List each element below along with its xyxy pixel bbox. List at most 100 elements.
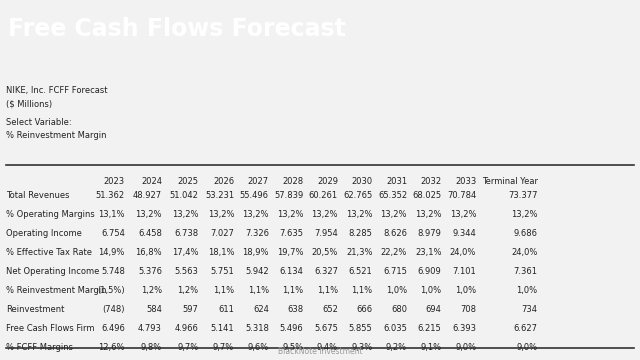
Text: % Effective Tax Rate: % Effective Tax Rate <box>6 248 92 257</box>
Text: 6.715: 6.715 <box>383 267 407 276</box>
Text: 2031: 2031 <box>386 177 407 186</box>
Text: 5.376: 5.376 <box>138 267 162 276</box>
Text: 1,0%: 1,0% <box>386 286 407 295</box>
Text: 70.784: 70.784 <box>447 191 476 200</box>
Text: 624: 624 <box>253 305 269 314</box>
Text: Net Operating Income: Net Operating Income <box>6 267 100 276</box>
Text: 666: 666 <box>356 305 372 314</box>
Text: 9,5%: 9,5% <box>282 343 303 352</box>
Text: 5.751: 5.751 <box>211 267 234 276</box>
Text: 13,2%: 13,2% <box>208 210 234 219</box>
Text: 9,6%: 9,6% <box>248 343 269 352</box>
Text: (1,5%): (1,5%) <box>97 286 125 295</box>
Text: Terminal Year: Terminal Year <box>482 177 538 186</box>
Text: 734: 734 <box>522 305 538 314</box>
Text: 7.101: 7.101 <box>452 267 476 276</box>
Text: 24,0%: 24,0% <box>511 248 538 257</box>
Text: 5.496: 5.496 <box>280 324 303 333</box>
Text: 7.326: 7.326 <box>245 229 269 238</box>
Text: Free Cash Flows Forecast: Free Cash Flows Forecast <box>8 17 346 41</box>
Text: 17,4%: 17,4% <box>172 248 198 257</box>
Text: 13,2%: 13,2% <box>277 210 303 219</box>
Text: 6.035: 6.035 <box>383 324 407 333</box>
Text: 9,0%: 9,0% <box>455 343 476 352</box>
Text: 2023: 2023 <box>104 177 125 186</box>
Text: Reinvestment: Reinvestment <box>6 305 65 314</box>
Text: 57.839: 57.839 <box>274 191 303 200</box>
Text: 4.966: 4.966 <box>175 324 198 333</box>
Text: Free Cash Flows Firm: Free Cash Flows Firm <box>6 324 95 333</box>
Text: 18,9%: 18,9% <box>243 248 269 257</box>
Text: 13,2%: 13,2% <box>346 210 372 219</box>
Text: 1,2%: 1,2% <box>141 286 162 295</box>
Text: 1,1%: 1,1% <box>213 286 234 295</box>
Text: (748): (748) <box>102 305 125 314</box>
Text: 5.675: 5.675 <box>314 324 338 333</box>
Text: 22,2%: 22,2% <box>381 248 407 257</box>
Text: 6.327: 6.327 <box>314 267 338 276</box>
Text: 2025: 2025 <box>177 177 198 186</box>
Text: 597: 597 <box>182 305 198 314</box>
Text: 5.563: 5.563 <box>175 267 198 276</box>
Text: 13,2%: 13,2% <box>172 210 198 219</box>
Text: 6.458: 6.458 <box>138 229 162 238</box>
Text: 14,9%: 14,9% <box>99 248 125 257</box>
Text: Total Revenues: Total Revenues <box>6 191 70 200</box>
Text: 13,2%: 13,2% <box>243 210 269 219</box>
Text: 1,1%: 1,1% <box>317 286 338 295</box>
Text: 13,2%: 13,2% <box>511 210 538 219</box>
Text: 8.285: 8.285 <box>349 229 372 238</box>
Text: 12,6%: 12,6% <box>99 343 125 352</box>
Text: 7.361: 7.361 <box>514 267 538 276</box>
Text: 13,2%: 13,2% <box>450 210 476 219</box>
Text: ($ Millions): ($ Millions) <box>6 99 52 108</box>
Text: 6.754: 6.754 <box>101 229 125 238</box>
Text: 9,7%: 9,7% <box>213 343 234 352</box>
Text: 5.855: 5.855 <box>349 324 372 333</box>
Text: 62.765: 62.765 <box>343 191 372 200</box>
Text: 51.362: 51.362 <box>95 191 125 200</box>
Text: 68.025: 68.025 <box>412 191 442 200</box>
Text: 16,8%: 16,8% <box>135 248 162 257</box>
Text: 9.686: 9.686 <box>514 229 538 238</box>
Text: 2027: 2027 <box>248 177 269 186</box>
Text: 7.635: 7.635 <box>280 229 303 238</box>
Text: 1,1%: 1,1% <box>282 286 303 295</box>
Text: 6.738: 6.738 <box>174 229 198 238</box>
Text: % Operating Margins: % Operating Margins <box>6 210 95 219</box>
Text: 2024: 2024 <box>141 177 162 186</box>
Text: 6.521: 6.521 <box>349 267 372 276</box>
Text: 51.042: 51.042 <box>170 191 198 200</box>
Text: NIKE, Inc. FCFF Forecast: NIKE, Inc. FCFF Forecast <box>6 86 108 95</box>
Text: 1,1%: 1,1% <box>248 286 269 295</box>
Text: 6.909: 6.909 <box>418 267 442 276</box>
Text: 5.748: 5.748 <box>101 267 125 276</box>
Text: % FCFF Margins: % FCFF Margins <box>6 343 74 352</box>
Text: 4.793: 4.793 <box>138 324 162 333</box>
Text: 7.027: 7.027 <box>211 229 234 238</box>
Text: 13,2%: 13,2% <box>312 210 338 219</box>
Text: 2029: 2029 <box>317 177 338 186</box>
Text: 21,3%: 21,3% <box>346 248 372 257</box>
Text: 8.626: 8.626 <box>383 229 407 238</box>
Text: % Reinvestment Margin: % Reinvestment Margin <box>6 131 107 140</box>
Text: 2033: 2033 <box>455 177 476 186</box>
Text: 65.352: 65.352 <box>378 191 407 200</box>
Text: 708: 708 <box>460 305 476 314</box>
Text: 2030: 2030 <box>351 177 372 186</box>
Text: 73.377: 73.377 <box>508 191 538 200</box>
Text: 8.979: 8.979 <box>418 229 442 238</box>
Text: % Reinvestment Margin: % Reinvestment Margin <box>6 286 107 295</box>
Text: 6.496: 6.496 <box>101 324 125 333</box>
Text: 5.318: 5.318 <box>245 324 269 333</box>
Text: 9,4%: 9,4% <box>317 343 338 352</box>
Text: 6.215: 6.215 <box>418 324 442 333</box>
Text: 60.261: 60.261 <box>308 191 338 200</box>
Text: 1,2%: 1,2% <box>177 286 198 295</box>
Text: 2032: 2032 <box>420 177 442 186</box>
Text: 48.927: 48.927 <box>132 191 162 200</box>
Text: 20,5%: 20,5% <box>312 248 338 257</box>
Text: 9,1%: 9,1% <box>420 343 442 352</box>
Text: 6.134: 6.134 <box>280 267 303 276</box>
Text: 2028: 2028 <box>282 177 303 186</box>
